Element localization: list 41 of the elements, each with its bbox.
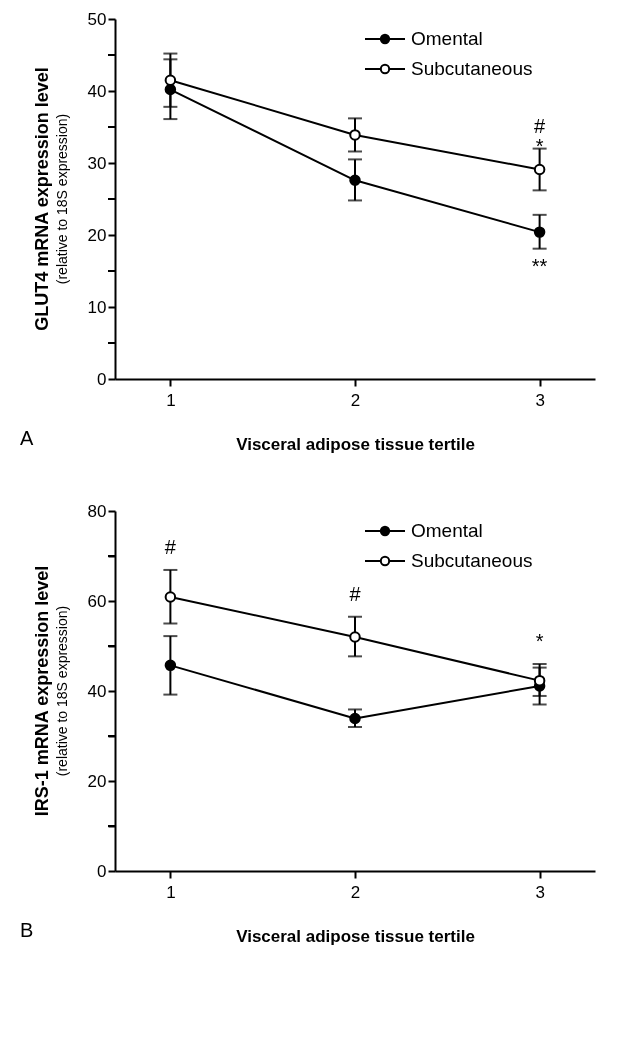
y-tick-label: 40 bbox=[87, 681, 107, 701]
legend-label: Subcutaneous bbox=[411, 58, 533, 79]
x-tick-label: 3 bbox=[535, 390, 545, 410]
point bbox=[164, 74, 177, 86]
y-tick-label: 60 bbox=[87, 591, 107, 611]
x-tick-label: 1 bbox=[166, 390, 176, 410]
y-tick-label: 0 bbox=[97, 861, 107, 881]
x-tick-label: 3 bbox=[535, 882, 545, 902]
annotation: * bbox=[535, 630, 544, 652]
legend-label: Omental bbox=[411, 28, 483, 49]
point bbox=[349, 129, 361, 141]
point bbox=[533, 226, 546, 238]
y-tick-label: 80 bbox=[87, 501, 107, 521]
annotation: # bbox=[164, 535, 177, 558]
point bbox=[349, 631, 361, 643]
x-axis-title: Visceral adipose tissue tertile bbox=[236, 926, 475, 946]
annotation: # bbox=[349, 582, 362, 605]
point bbox=[533, 163, 546, 176]
y-axis-title: IRS-1 mRNA expression level (relative to 18S expression) bbox=[32, 565, 70, 817]
legend-label: Subcutaneous bbox=[411, 550, 533, 571]
y-tick-label: 0 bbox=[97, 369, 107, 389]
point bbox=[164, 659, 177, 672]
y-tick-label: 50 bbox=[87, 9, 107, 29]
text: B bbox=[20, 919, 34, 941]
y-tick-label: 10 bbox=[87, 297, 107, 317]
y-tick-label: 40 bbox=[87, 81, 107, 101]
x-axis-title: Visceral adipose tissue tertile bbox=[236, 434, 475, 454]
y-tick-label: 30 bbox=[87, 153, 107, 173]
y-tick-label: 20 bbox=[87, 771, 107, 791]
legend-label: Omental bbox=[411, 520, 483, 541]
annotation: # * bbox=[534, 114, 547, 157]
x-tick-label: 2 bbox=[350, 882, 361, 902]
text: A bbox=[20, 427, 34, 449]
point bbox=[349, 712, 361, 725]
y-tick-label: 20 bbox=[87, 225, 107, 245]
annotation: ** bbox=[531, 254, 548, 277]
point bbox=[164, 591, 177, 603]
y-axis-title: GLUT4 mRNA expression level (relative to 18S expression) bbox=[32, 67, 70, 331]
point bbox=[349, 174, 361, 187]
x-tick-label: 1 bbox=[166, 882, 176, 902]
x-tick-label: 2 bbox=[350, 390, 361, 410]
